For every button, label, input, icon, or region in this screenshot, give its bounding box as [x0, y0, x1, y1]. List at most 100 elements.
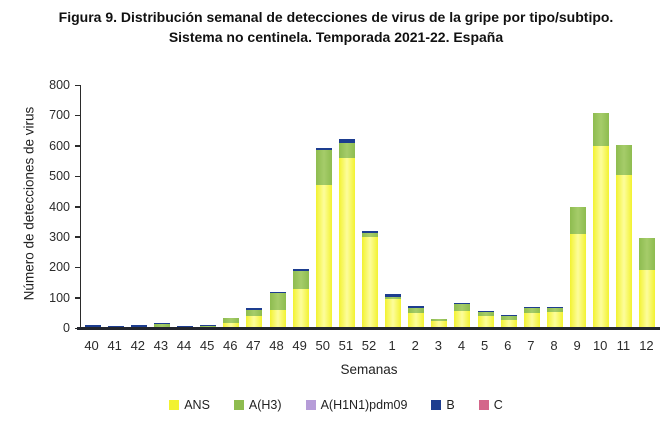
- figure-title-line2: Sistema no centinela. Temporada 2021-22.…: [168, 28, 504, 45]
- y-tick-mark-600: [75, 145, 80, 147]
- bar-segment-ans-week-5: [477, 316, 494, 328]
- bar-segment-a-h3--week-9: [570, 207, 587, 234]
- bar-week-11: [616, 145, 633, 328]
- bar-segment-b-week-44: [177, 326, 194, 327]
- bar-segment-ans-week-48: [269, 310, 286, 328]
- x-tick-label-41: 41: [107, 338, 122, 353]
- legend-label: ANS: [184, 398, 210, 412]
- x-tick-label-40: 40: [84, 338, 99, 353]
- bar-segment-ans-week-8: [546, 312, 563, 328]
- y-tick-mark-200: [75, 266, 80, 269]
- x-tick-label-42: 42: [130, 338, 146, 353]
- x-tick-label-45: 45: [199, 338, 215, 353]
- x-tick-label-10: 10: [592, 338, 608, 353]
- y-tick-label-200: 200: [49, 260, 70, 275]
- legend-swatch-b: [431, 400, 442, 410]
- bar-segment-ans-week-3: [431, 321, 448, 328]
- bar-segment-b-week-43: [153, 323, 170, 324]
- bar-week-46: [223, 318, 240, 328]
- legend: ANS A(H3) A(H1N1)pdm09 B C: [0, 398, 672, 412]
- y-tick-label-0: 0: [63, 321, 70, 335]
- y-tick-label-500: 500: [49, 169, 70, 184]
- bar-segment-a-h3--week-5: [477, 312, 494, 316]
- bar-segment-b-week-1: [385, 294, 402, 297]
- x-tick-label-2: 2: [411, 338, 419, 353]
- x-tick-label-43: 43: [153, 338, 169, 353]
- legend-label: A(H3): [248, 398, 282, 412]
- x-tick-label-50: 50: [315, 338, 330, 353]
- bar-segment-b-week-2: [408, 306, 425, 308]
- y-tick-label-300: 300: [49, 229, 70, 244]
- bar-segment-ans-week-10: [593, 146, 610, 328]
- bar-week-2: [408, 306, 425, 328]
- bar-segment-ans-week-2: [408, 313, 425, 328]
- legend-item-ans: ANS: [169, 398, 210, 412]
- figure-title-line1: Figura 9. Distribución semanal de detecc…: [58, 9, 614, 25]
- x-tick-label-9: 9: [573, 338, 581, 353]
- x-tick-label-4: 4: [457, 338, 466, 353]
- bar-week-12: [639, 238, 656, 328]
- bar-segment-a-h3--week-3: [431, 319, 448, 321]
- bar-week-5: [477, 311, 494, 328]
- bar-week-4: [454, 303, 471, 328]
- legend-swatch-a-h3-: [233, 400, 244, 410]
- y-tick-label-600: 600: [49, 138, 70, 153]
- bar-segment-a-h3--week-51: [338, 143, 355, 158]
- legend-swatch-ans: [169, 400, 180, 410]
- bar-segment-ans-week-51: [338, 158, 355, 328]
- bar-segment-a-h3--week-7: [523, 308, 540, 313]
- x-tick-label-48: 48: [269, 338, 284, 353]
- legend-swatch-c: [478, 400, 489, 410]
- legend-item-a-h3-: A(H3): [233, 398, 282, 412]
- bar-segment-a-h3--week-1: [385, 297, 402, 299]
- bar-week-7: [523, 307, 540, 328]
- bar-segment-a-h3--week-10: [593, 113, 610, 146]
- bar-segment-b-week-6: [500, 315, 517, 316]
- bar-segment-ans-week-4: [454, 311, 471, 328]
- plot-area: [80, 85, 659, 328]
- x-tick-label-3: 3: [434, 338, 442, 353]
- y-tick-label-800: 800: [49, 78, 70, 92]
- bar-segment-a-h3--week-43: [153, 324, 170, 328]
- bar-week-52: [362, 231, 378, 328]
- bar-week-9: [570, 207, 587, 328]
- bar-segment-b-week-52: [362, 231, 378, 233]
- bar-segment-a-h3--week-11: [616, 145, 633, 175]
- y-tick-mark-100: [75, 297, 80, 299]
- y-tick-mark-400: [75, 206, 80, 208]
- x-tick-label-1: 1: [388, 338, 396, 353]
- y-tick-label-100: 100: [49, 290, 70, 305]
- bar-segment-b-week-4: [454, 303, 471, 304]
- bar-segment-a-h3--week-50: [315, 150, 332, 185]
- bar-segment-b-week-48: [269, 292, 286, 293]
- bar-week-49: [292, 269, 309, 328]
- bar-segment-ans-week-46: [223, 323, 240, 328]
- x-tick-label-5: 5: [480, 338, 489, 353]
- bar-week-43: [153, 323, 170, 328]
- bar-week-10: [593, 113, 610, 328]
- bar-segment-a-h3--week-52: [362, 233, 378, 237]
- x-tick-label-46: 46: [223, 338, 238, 353]
- bar-segment-b-week-5: [477, 311, 494, 312]
- bar-segment-b-week-8: [546, 307, 563, 308]
- x-tick-label-12: 12: [639, 338, 654, 353]
- bar-week-48: [269, 292, 286, 328]
- y-tick-mark-700: [75, 114, 80, 117]
- legend-item-a-h1n1-pdm09: A(H1N1)pdm09: [305, 398, 407, 412]
- x-tick-label-51: 51: [338, 338, 354, 353]
- bar-segment-b-week-51: [338, 139, 355, 143]
- bar-segment-ans-week-7: [523, 313, 540, 328]
- bar-segment-ans-week-49: [292, 289, 309, 328]
- x-tick-label-11: 11: [616, 338, 631, 353]
- y-tick-label-700: 700: [49, 108, 70, 123]
- x-tick-label-44: 44: [176, 338, 192, 353]
- bar-segment-a-h3--week-47: [246, 310, 263, 316]
- bar-segment-a-h3--week-12: [639, 238, 656, 270]
- bar-segment-b-week-45: [200, 325, 217, 326]
- bar-segment-b-week-50: [315, 148, 332, 150]
- x-tick-label-6: 6: [504, 338, 512, 353]
- x-tick-label-47: 47: [246, 338, 261, 353]
- bar-segment-ans-week-47: [246, 316, 263, 328]
- x-axis-ticks: 40 41 42 43 44 45 46 47 48 49 50 51 52 1 2 3 4 5 6 7 8 9 10 11 1…: [80, 338, 658, 356]
